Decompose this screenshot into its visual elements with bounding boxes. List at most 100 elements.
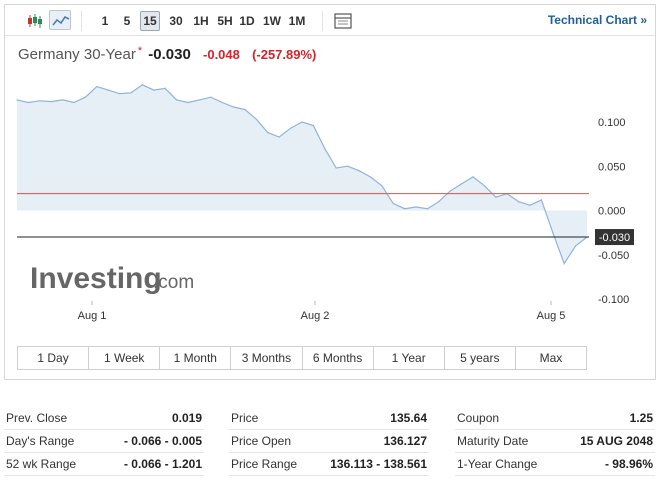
data-point	[449, 190, 451, 192]
stat-value: 15 AUG 2048	[580, 434, 653, 448]
stat-label: 1-Year Change	[457, 457, 538, 471]
stat-value: - 0.066 - 0.005	[123, 434, 202, 448]
delayed-marker: *	[137, 45, 143, 57]
range-button-1-month[interactable]: 1 Month	[160, 347, 232, 369]
data-point	[529, 204, 531, 206]
period-button-5[interactable]: 5	[123, 14, 131, 28]
range-button-6-months[interactable]: 6 Months	[303, 347, 374, 369]
price-change: -0.048	[203, 47, 240, 62]
data-point	[290, 127, 292, 129]
range-button-3-months[interactable]: 3 Months	[231, 347, 303, 369]
stats-column-3: Coupon 1.25 Maturity Date 15 AUG 2048 1-Year…	[455, 407, 655, 476]
data-point	[392, 202, 394, 204]
data-point	[141, 84, 143, 86]
range-button-1-day[interactable]: 1 Day	[18, 347, 90, 369]
table-view-icon[interactable]	[331, 10, 353, 30]
data-point	[575, 245, 577, 247]
data-point	[50, 101, 52, 103]
period-button-30[interactable]: 30	[169, 14, 183, 28]
stat-row: 52 wk Range - 0.066 - 1.201	[4, 453, 204, 476]
data-point	[426, 208, 428, 210]
period-button-1m[interactable]: 1M	[288, 14, 306, 28]
data-point	[438, 201, 440, 203]
stat-value: 136.113 - 138.561	[330, 457, 427, 471]
data-point	[84, 96, 86, 98]
stat-value: - 0.066 - 1.201	[123, 457, 202, 471]
range-button-1-week[interactable]: 1 Week	[89, 347, 161, 369]
range-button-max[interactable]: Max	[539, 351, 563, 365]
watermark-suffix: .com	[153, 272, 194, 293]
stat-label: Day's Range	[6, 434, 75, 448]
stat-row: 1-Year Change - 98.96%	[455, 453, 655, 476]
watermark-brand: Investing	[30, 262, 162, 295]
period-button-1d[interactable]: 1D	[239, 14, 255, 28]
data-point	[221, 101, 223, 104]
data-point	[119, 93, 121, 95]
data-point	[301, 121, 303, 123]
period-button-1w[interactable]: 1W	[263, 14, 281, 28]
data-point	[73, 101, 75, 104]
price-chart[interactable]: -0.030 Investing .com 0.100 0.050 0.000 -0.…	[5, 5, 657, 345]
period-button-5h[interactable]: 5H	[217, 14, 233, 28]
data-point	[472, 176, 474, 178]
data-point	[62, 99, 64, 101]
y-tick-label: 0.050	[598, 161, 626, 173]
data-point	[404, 208, 406, 210]
data-point	[176, 99, 178, 101]
candlestick-chart-icon[interactable]	[23, 10, 45, 30]
y-tick-label: -0.100	[598, 294, 629, 306]
y-tick-label: -0.050	[598, 250, 629, 262]
last-price: -0.030	[148, 46, 191, 63]
stat-label: Prev. Close	[6, 411, 68, 425]
data-point	[461, 183, 463, 185]
data-point	[415, 206, 417, 208]
chart-toolbar: 1 5 15 30 1H 5H 1D 1W 1M Technical Chart »	[5, 5, 655, 36]
data-point	[495, 196, 497, 198]
last-price-tag-box	[595, 229, 634, 246]
data-point	[483, 185, 485, 187]
chart-area-layer	[16, 69, 589, 301]
stat-row: Price Range 136.113 - 138.561	[229, 453, 429, 476]
period-button-1h[interactable]: 1H	[193, 14, 209, 28]
data-point	[198, 99, 200, 101]
data-point	[369, 176, 371, 178]
time-range-selector: 1 Day 1 Week 1 Month 3 Months 6 Months 1 Year…	[17, 346, 587, 370]
data-point	[187, 101, 189, 104]
x-tick-label: Aug 5	[537, 310, 566, 322]
stat-row: Price 135.64	[229, 407, 429, 430]
technical-chart-link[interactable]: Technical Chart »	[547, 13, 647, 27]
range-button-1-year[interactable]: 1 Year	[374, 347, 445, 369]
data-point	[27, 101, 29, 104]
data-point	[153, 89, 155, 91]
stat-row: Price Open 136.127	[229, 430, 429, 453]
toolbar-divider	[322, 11, 323, 31]
x-tick-label: Aug 2	[301, 310, 330, 322]
data-point	[210, 96, 212, 98]
data-point	[96, 86, 98, 88]
data-point	[347, 165, 349, 167]
stat-row: Coupon 1.25	[455, 407, 655, 430]
stat-row: Day's Range - 0.066 - 0.005	[4, 430, 204, 453]
stat-value: 0.019	[171, 411, 202, 425]
stat-value: 135.64	[390, 411, 427, 425]
data-point	[39, 100, 41, 102]
data-point	[255, 118, 257, 120]
range-button-5-years[interactable]: 5 years	[445, 347, 516, 369]
instrument-name: Germany 30-Year	[18, 46, 136, 63]
stat-row: Maturity Date 15 AUG 2048	[455, 430, 655, 453]
data-point	[278, 136, 280, 138]
stat-label: Price Range	[231, 457, 298, 471]
x-tick-label: Aug 1	[78, 310, 107, 322]
area-chart-icon[interactable]	[49, 10, 71, 30]
last-price-tag: -0.030	[599, 232, 630, 244]
data-point	[358, 170, 360, 172]
period-button-15[interactable]: 15	[140, 11, 160, 31]
chart-widget: 1 5 15 30 1H 5H 1D 1W 1M Technical Chart » Germa…	[4, 4, 656, 380]
data-point	[324, 148, 326, 150]
period-button-1[interactable]: 1	[101, 14, 109, 28]
stat-label: Price	[231, 411, 259, 425]
data-point	[552, 232, 554, 234]
data-point	[244, 109, 246, 111]
stat-label: Price Open	[231, 434, 292, 448]
price-change-percent: (-257.89%)	[252, 47, 317, 62]
